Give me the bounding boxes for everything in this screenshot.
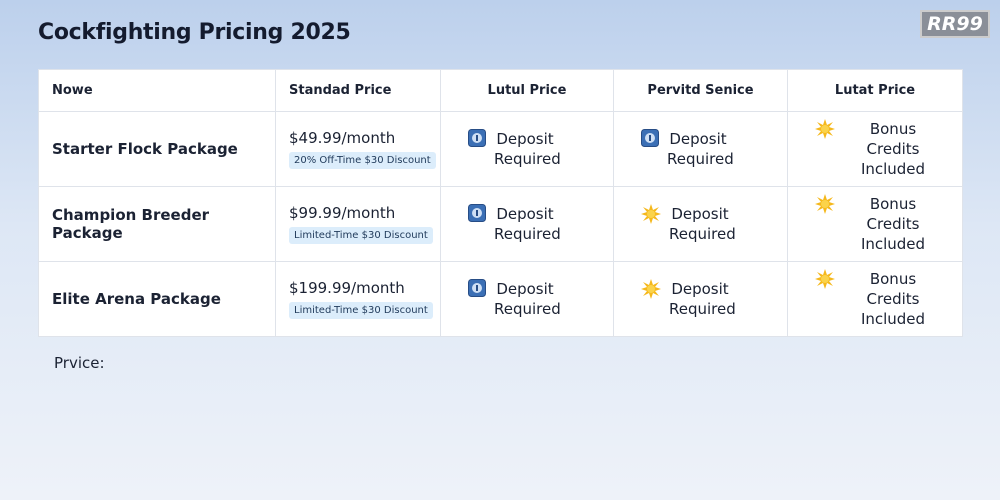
table-row: Champion Breeder Package $99.99/month Limi… (38, 186, 963, 262)
feature: Deposit Required (615, 279, 786, 319)
pricing-table: Nowe Standad Price Lutul Price Pervitd S… (38, 69, 963, 337)
feature-text: Deposit Required (494, 205, 561, 243)
header-row: Nowe Standad Price Lutul Price Pervitd S… (38, 69, 963, 112)
feature-cell: Deposit Required (440, 261, 614, 337)
logo: RR99 (920, 10, 990, 38)
feature: Deposit Required (442, 129, 612, 169)
feature: Deposit Required (615, 204, 786, 244)
feature: Deposit Required (442, 204, 612, 244)
discount-badge: Limited-Time $30 Discount (289, 227, 433, 244)
feature: Bonus Credits Included (789, 269, 961, 329)
feature: Bonus Credits Included (789, 194, 961, 254)
page-title: Cockfighting Pricing 2025 (38, 20, 351, 45)
feature-cell: Deposit Required (613, 111, 788, 187)
column-header: Lutat Price (787, 69, 963, 112)
feature-cell: Deposit Required (440, 186, 614, 262)
price: $99.99/month (289, 204, 396, 222)
deposit-icon (468, 279, 486, 297)
feature-text: Deposit Required (667, 130, 734, 168)
bonus-icon (815, 119, 835, 139)
feature-cell: Bonus Credits Included (787, 261, 963, 337)
footer-label: Prvice: (54, 354, 105, 372)
discount-badge: Limited-Time $30 Discount (289, 302, 433, 319)
price: $49.99/month (289, 129, 396, 147)
feature-cell: Bonus Credits Included (787, 111, 963, 187)
feature-text: Deposit Required (669, 280, 736, 318)
bonus-icon (815, 194, 835, 214)
column-header: Nowe (38, 69, 276, 112)
feature-cell: Bonus Credits Included (787, 186, 963, 262)
bonus-icon (815, 269, 835, 289)
feature: Bonus Credits Included (789, 119, 961, 179)
price-cell: $49.99/month 20% Off-Time $30 Discount (275, 111, 441, 187)
deposit-icon (468, 129, 486, 147)
price: $199.99/month (289, 279, 405, 297)
table-row: Starter Flock Package $49.99/month 20% Off… (38, 111, 963, 187)
feature: Deposit Required (615, 129, 786, 169)
deposit-icon (641, 129, 659, 147)
feature-cell: Deposit Required (440, 111, 614, 187)
table-row: Elite Arena Package $199.99/month Limited-… (38, 261, 963, 337)
discount-badge: 20% Off-Time $30 Discount (289, 152, 436, 169)
package-name: Champion Breeder Package (38, 186, 276, 262)
bonus-icon (641, 204, 661, 224)
column-header: Standad Price (275, 69, 441, 112)
bonus-icon (641, 279, 661, 299)
column-header: Pervitd Senice (613, 69, 788, 112)
feature-text: Bonus Credits Included (860, 120, 926, 178)
feature-cell: Deposit Required (613, 261, 788, 337)
feature: Deposit Required (442, 279, 612, 319)
price-cell: $99.99/month Limited-Time $30 Discount (275, 186, 441, 262)
feature-cell: Deposit Required (613, 186, 788, 262)
feature-text: Bonus Credits Included (860, 195, 926, 253)
price-cell: $199.99/month Limited-Time $30 Discount (275, 261, 441, 337)
package-name: Elite Arena Package (38, 261, 276, 337)
feature-text: Bonus Credits Included (860, 270, 926, 328)
package-name: Starter Flock Package (38, 111, 276, 187)
deposit-icon (468, 204, 486, 222)
column-header: Lutul Price (440, 69, 614, 112)
feature-text: Deposit Required (494, 280, 561, 318)
feature-text: Deposit Required (669, 205, 736, 243)
feature-text: Deposit Required (494, 130, 561, 168)
